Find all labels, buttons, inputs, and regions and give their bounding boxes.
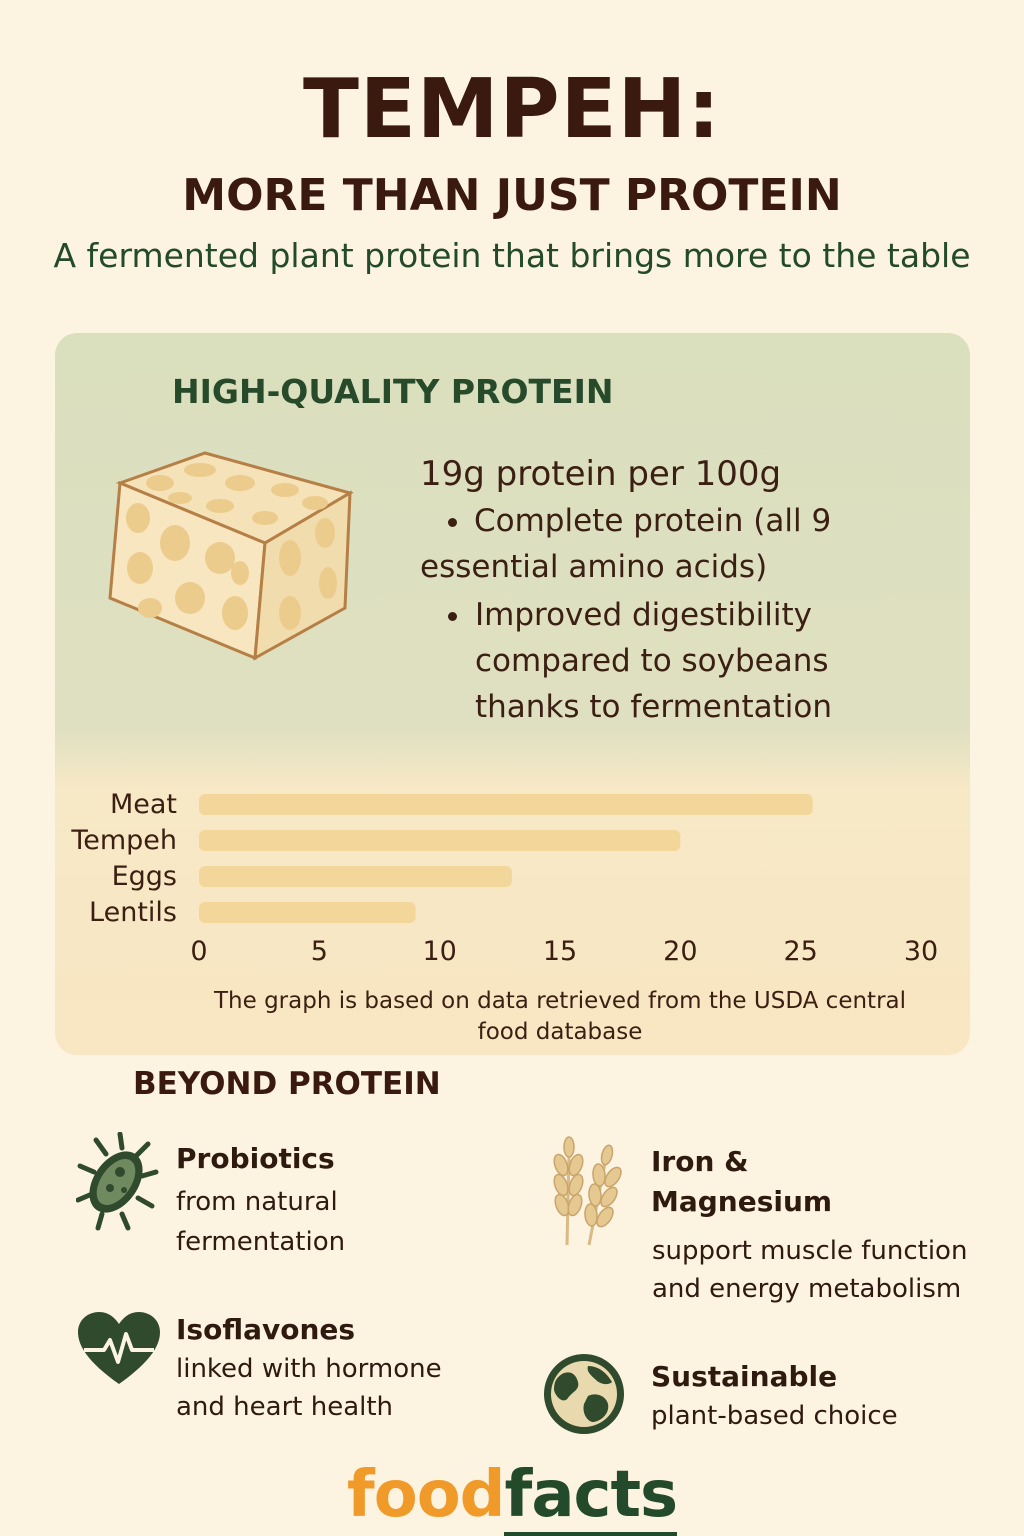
x-tick-label: 30	[904, 936, 938, 967]
x-tick-label: 25	[783, 936, 817, 967]
protein-bullet-1-text: Complete protein (all 9 essential amino …	[420, 503, 832, 585]
isoflavones-title: Isoflavones	[176, 1313, 356, 1346]
protein-headline: 19g protein per 100g	[420, 454, 782, 494]
bar-lentils	[199, 902, 416, 923]
bullet-dot	[448, 518, 457, 527]
beyond-protein-title: BEYOND PROTEIN	[133, 1066, 441, 1102]
probiotics-text-line: from natural	[176, 1187, 338, 1217]
iron-magnesium-text-line: support muscle function	[652, 1236, 968, 1266]
probiotics-title: Probiotics	[176, 1142, 335, 1175]
category-label: Meat	[110, 789, 177, 820]
isoflavones-text-line: linked with hormone	[176, 1354, 442, 1384]
foodfacts-logo: foodfacts	[0, 1458, 1024, 1536]
sustainable-title: Sustainable	[651, 1360, 838, 1393]
bacteria-icon	[76, 1132, 159, 1231]
page-subtitle: MORE THAN JUST PROTEIN	[182, 170, 842, 221]
probiotics-text: from natural fermentation	[176, 1182, 345, 1262]
iron-magnesium-text-line: and energy metabolism	[652, 1274, 962, 1304]
bar-tempeh	[199, 830, 681, 851]
x-tick-label: 10	[422, 936, 456, 967]
category-label: Tempeh	[70, 825, 177, 856]
iron-magnesium-text: support muscle function and energy metab…	[652, 1232, 967, 1308]
chart-source-note: The graph is based on data retrieved fro…	[213, 988, 907, 1045]
bullet-dot	[448, 612, 457, 621]
isoflavones-text-line: and heart health	[176, 1392, 394, 1422]
protein-bar-chart: Meat Tempeh Eggs Lentils 0 5 10 15 20 25 30	[70, 789, 938, 967]
heart-pulse-icon	[78, 1312, 160, 1384]
wheat-icon	[553, 1136, 622, 1246]
iron-magnesium-title: Iron & Magnesium	[651, 1142, 832, 1222]
protein-bullet-1: Complete protein (all 9 essential amino …	[420, 498, 870, 590]
x-tick-label: 15	[543, 936, 577, 967]
page-title: TEMPEH:	[302, 62, 722, 157]
sustainable-text-line: plant-based choice	[651, 1401, 898, 1431]
x-tick-label: 0	[190, 936, 207, 967]
tagline: A fermented plant protein that brings mo…	[53, 236, 971, 275]
category-label: Eggs	[112, 861, 177, 892]
category-label: Lentils	[89, 897, 177, 928]
logo-food-text: food	[346, 1458, 506, 1532]
logo-facts-text: facts	[504, 1458, 678, 1536]
iron-magnesium-title-line: Iron &	[651, 1145, 749, 1178]
x-tick-label: 5	[311, 936, 328, 967]
x-tick-label: 20	[663, 936, 697, 967]
tempeh-block-icon	[108, 451, 354, 661]
iron-magnesium-title-line: Magnesium	[651, 1185, 833, 1218]
probiotics-text-line: fermentation	[176, 1227, 346, 1257]
protein-section-title: HIGH-QUALITY PROTEIN	[172, 372, 614, 411]
isoflavones-text: linked with hormone and heart health	[176, 1350, 442, 1426]
sustainable-text: plant-based choice	[651, 1396, 898, 1436]
bar-eggs	[199, 866, 512, 887]
protein-bullet-2: Improved digestibility compared to soybe…	[420, 592, 870, 730]
bar-meat	[199, 794, 813, 815]
globe-icon	[544, 1354, 624, 1434]
protein-bullet-2-text: Improved digestibility compared to soybe…	[475, 597, 833, 725]
